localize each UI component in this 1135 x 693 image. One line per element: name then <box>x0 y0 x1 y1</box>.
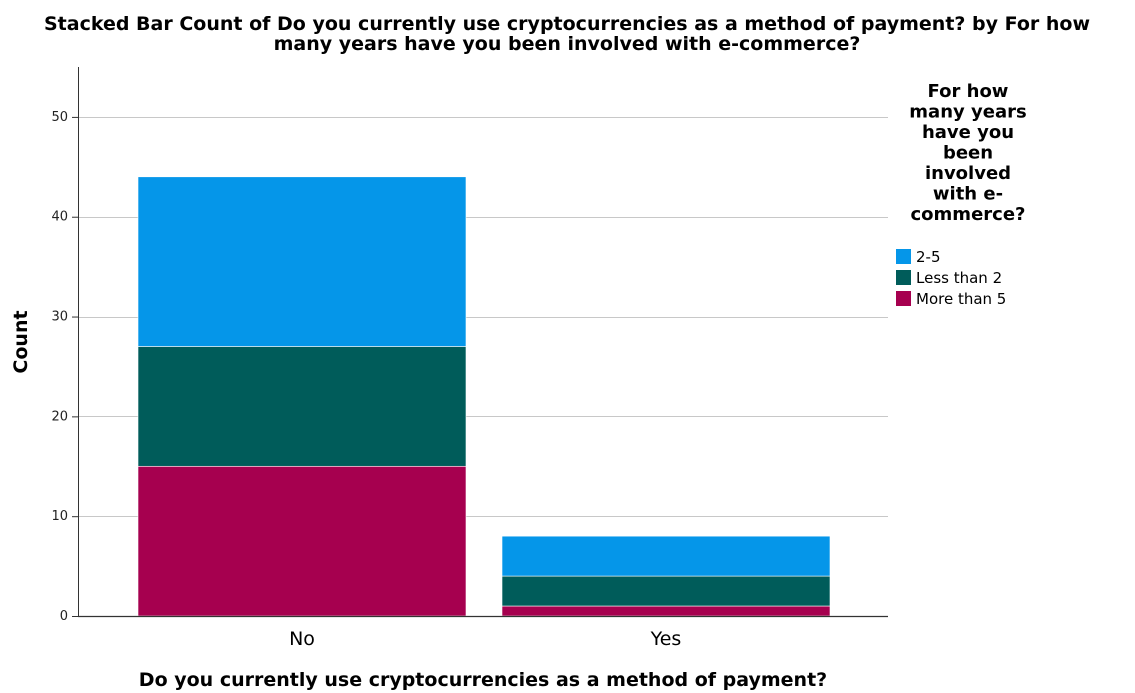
legend-title-line: have you <box>922 122 1014 143</box>
bar-segment <box>137 346 467 467</box>
axes <box>78 67 888 618</box>
legend-title-line: involved <box>925 163 1011 184</box>
legend-title-line: many years <box>909 102 1026 123</box>
chart-title-line-2: many years have you been involved with e… <box>274 33 861 55</box>
y-tick-label: 40 <box>51 210 68 225</box>
y-tick-label: 0 <box>60 609 68 624</box>
bar-segment <box>137 176 467 347</box>
legend-title-line: commerce? <box>911 204 1026 225</box>
bar-segment <box>501 605 831 617</box>
bar-segment <box>501 535 831 577</box>
bar-segment <box>501 575 831 607</box>
legend-title-line: with e- <box>933 184 1003 205</box>
x-tick-labels: No Yes <box>289 628 681 650</box>
legend-swatch <box>896 249 911 264</box>
legend-title-line: For how <box>928 81 1009 102</box>
chart-title: Stacked Bar Count of Do you currently us… <box>44 13 1090 55</box>
legend-title-line: been <box>943 143 993 164</box>
y-tick-label: 50 <box>51 110 68 125</box>
y-tick-label: 10 <box>51 509 68 524</box>
legend-label: 2-5 <box>916 248 941 266</box>
y-axis-label: Count <box>10 310 32 373</box>
bar-segment <box>137 465 467 617</box>
y-tick-label: 30 <box>51 310 68 325</box>
chart-title-line-1: Stacked Bar Count of Do you currently us… <box>44 13 1090 35</box>
x-axis-label: Do you currently use cryptocurrencies as… <box>139 669 827 691</box>
bars <box>137 176 831 617</box>
x-tick-label: No <box>289 628 315 650</box>
legend-label: Less than 2 <box>916 269 1002 287</box>
y-tick-label: 20 <box>51 409 68 424</box>
legend-label: More than 5 <box>916 290 1006 308</box>
legend-swatch <box>896 270 911 285</box>
x-tick-label: Yes <box>650 628 682 650</box>
legend-swatch <box>896 291 911 306</box>
y-tick-labels: 0 10 20 30 40 50 <box>51 110 78 624</box>
